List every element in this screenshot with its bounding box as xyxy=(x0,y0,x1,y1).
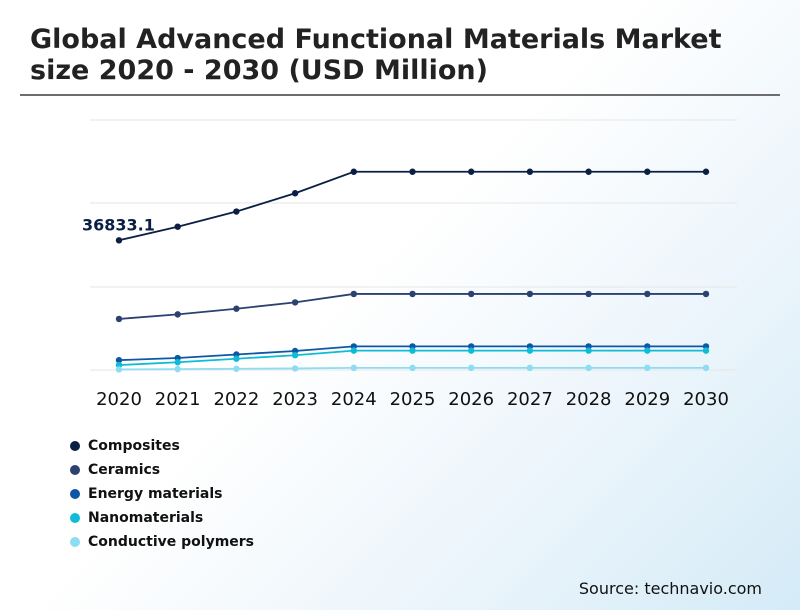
data-label-2020: 36833.1 xyxy=(82,215,155,234)
legend: Composites Ceramics Energy materials Nanoma… xyxy=(70,434,254,554)
data-point-nanomaterials-2020 xyxy=(115,361,123,369)
data-point-composites-2024 xyxy=(350,168,357,175)
gridlines xyxy=(90,119,737,371)
data-point-conductive-polymers-2025 xyxy=(409,364,416,372)
legend-label: Nanomaterials xyxy=(88,510,204,526)
x-tick-label-2028: 2028 xyxy=(566,389,612,410)
data-point-ceramics-2030 xyxy=(702,290,710,298)
title-divider xyxy=(20,94,780,96)
x-tick-label-2029: 2029 xyxy=(624,389,670,410)
data-point-ceramics-2024 xyxy=(350,290,357,298)
legend-item-composites: Composites xyxy=(70,434,254,458)
data-point-nanomaterials-2022 xyxy=(233,355,240,362)
data-point-conductive-polymers-2021 xyxy=(174,365,181,373)
data-point-ceramics-2022 xyxy=(233,305,240,312)
data-point-ceramics-2021 xyxy=(174,311,181,318)
data-point-composites-2027 xyxy=(526,168,534,175)
data-point-nanomaterials-2023 xyxy=(291,352,299,359)
data-point-composites-2030 xyxy=(702,168,710,175)
series-lines xyxy=(118,170,706,371)
legend-label: Energy materials xyxy=(88,486,223,502)
legend-item-energy-materials: Energy materials xyxy=(70,482,254,506)
data-point-composites-2029 xyxy=(644,168,651,175)
x-tick-label-2026: 2026 xyxy=(448,389,494,410)
line-chart: 36833.1 2020 2021 2022 2023 2024 2025 2026 2027… xyxy=(82,119,737,410)
data-point-ceramics-2027 xyxy=(526,290,534,298)
data-point-composites-2025 xyxy=(409,168,416,175)
data-point-ceramics-2028 xyxy=(585,290,592,298)
legend-item-conductive-polymers: Conductive polymers xyxy=(70,530,254,554)
legend-marker-icon xyxy=(70,489,80,499)
x-axis-ticks: 2020 2021 2022 2023 2024 2025 2026 2027 2028 2029… xyxy=(96,389,729,410)
data-point-composites-2021 xyxy=(174,223,181,230)
data-point-conductive-polymers-2029 xyxy=(644,364,651,372)
data-point-composites-2020 xyxy=(115,237,123,244)
data-point-conductive-polymers-2024 xyxy=(350,364,357,372)
legend-marker-icon xyxy=(70,465,80,475)
legend-label: Ceramics xyxy=(88,462,161,478)
data-point-conductive-polymers-2022 xyxy=(233,365,240,372)
data-point-ceramics-2023 xyxy=(291,299,299,306)
data-point-nanomaterials-2027 xyxy=(526,347,534,354)
data-point-conductive-polymers-2026 xyxy=(468,364,475,372)
data-point-nanomaterials-2028 xyxy=(585,347,592,354)
chart-title: Global Advanced Functional Materials Mar… xyxy=(30,24,722,86)
data-point-ceramics-2025 xyxy=(409,290,416,298)
source-note: Source: technavio.com xyxy=(578,579,762,598)
data-point-nanomaterials-2021 xyxy=(174,359,181,366)
series-line-ceramics xyxy=(118,293,706,320)
legend-label: Composites xyxy=(88,438,180,454)
data-point-nanomaterials-2029 xyxy=(644,347,651,354)
series-line-composites xyxy=(118,170,706,242)
data-point-nanomaterials-2024 xyxy=(350,347,357,354)
data-point-nanomaterials-2030 xyxy=(702,347,710,354)
legend-item-nanomaterials: Nanomaterials xyxy=(70,506,254,530)
x-tick-label-2021: 2021 xyxy=(155,389,201,410)
data-point-composites-2026 xyxy=(468,168,475,175)
data-point-ceramics-2026 xyxy=(468,290,475,298)
data-point-ceramics-2020 xyxy=(115,315,123,323)
data-labels: 36833.1 xyxy=(82,215,155,234)
x-tick-label-2025: 2025 xyxy=(390,389,436,410)
x-tick-label-2020: 2020 xyxy=(96,389,142,410)
x-tick-label-2024: 2024 xyxy=(331,389,377,410)
x-tick-label-2022: 2022 xyxy=(213,389,259,410)
x-tick-label-2023: 2023 xyxy=(272,389,318,410)
data-point-ceramics-2029 xyxy=(644,290,651,298)
data-point-conductive-polymers-2027 xyxy=(526,364,534,372)
data-point-composites-2023 xyxy=(291,190,299,197)
legend-marker-icon xyxy=(70,513,80,523)
x-tick-label-2027: 2027 xyxy=(507,389,553,410)
series-points xyxy=(115,168,710,373)
data-point-conductive-polymers-2020 xyxy=(115,366,123,373)
legend-marker-icon xyxy=(70,441,80,451)
legend-label: Conductive polymers xyxy=(88,534,255,550)
data-point-nanomaterials-2026 xyxy=(468,347,475,354)
data-point-conductive-polymers-2023 xyxy=(291,365,299,372)
data-point-energy-materials-2020 xyxy=(115,356,123,364)
data-point-conductive-polymers-2028 xyxy=(585,364,592,372)
data-point-composites-2028 xyxy=(585,168,592,175)
legend-item-ceramics: Ceramics xyxy=(70,458,254,482)
data-point-composites-2022 xyxy=(233,208,240,215)
legend-marker-icon xyxy=(70,537,80,547)
data-point-nanomaterials-2025 xyxy=(409,347,416,354)
x-tick-label-2030: 2030 xyxy=(683,389,729,410)
data-point-conductive-polymers-2030 xyxy=(702,364,710,372)
